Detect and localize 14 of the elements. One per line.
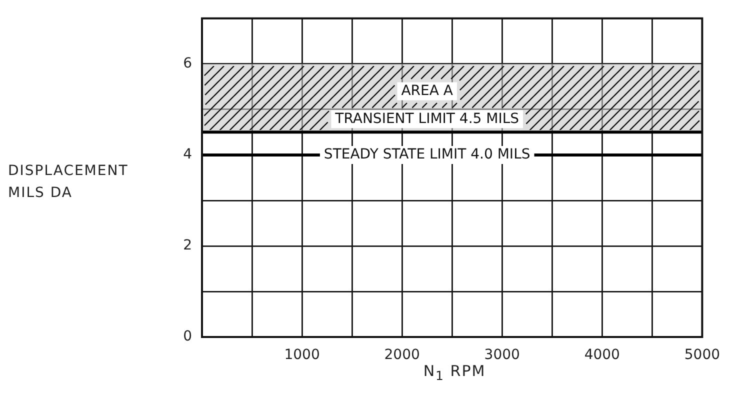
x-tick-label: 1000 [284,347,320,364]
x-tick-label: 4000 [584,347,620,364]
x-tick-label: 2000 [384,347,420,364]
y-axis-title: DISPLACEMENT MILS DA [8,162,130,203]
y-tick-label: 2 [183,238,192,254]
x-tick-label: 5000 [684,347,720,364]
ref-line-label: TRANSIENT LIMIT 4.5 MILS [334,110,520,127]
x-axis-title: N$_{1}$ RPM [422,362,487,383]
ref-line-label: STEADY STATE LIMIT 4.0 MILS [324,146,530,163]
y-tick-label: 6 [183,56,192,72]
band-label: AREA A [401,82,454,99]
x-tick-label: 3000 [484,347,520,364]
y-tick-label: 4 [183,146,192,163]
y-tick-label: 0 [183,328,192,345]
